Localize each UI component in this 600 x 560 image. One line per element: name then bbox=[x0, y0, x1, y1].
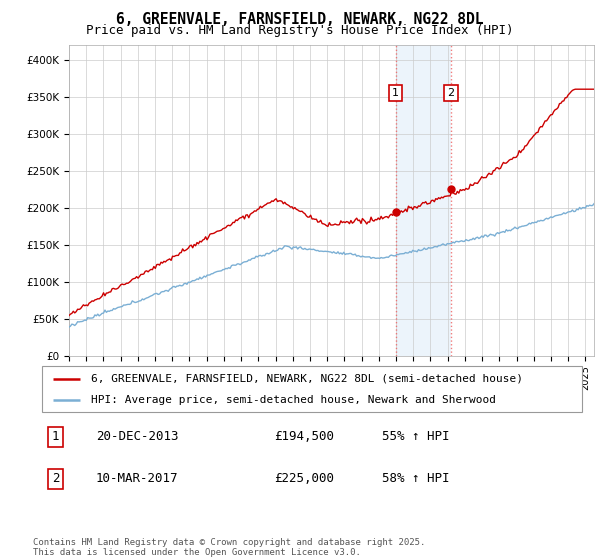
Text: 10-MAR-2017: 10-MAR-2017 bbox=[96, 473, 179, 486]
Text: 1: 1 bbox=[52, 430, 59, 443]
Text: HPI: Average price, semi-detached house, Newark and Sherwood: HPI: Average price, semi-detached house,… bbox=[91, 395, 496, 405]
Text: 6, GREENVALE, FARNSFIELD, NEWARK, NG22 8DL (semi-detached house): 6, GREENVALE, FARNSFIELD, NEWARK, NG22 8… bbox=[91, 374, 523, 384]
Text: 2: 2 bbox=[52, 473, 59, 486]
FancyBboxPatch shape bbox=[42, 366, 582, 412]
Text: 55% ↑ HPI: 55% ↑ HPI bbox=[382, 430, 450, 443]
Text: 2: 2 bbox=[448, 88, 455, 98]
Text: 20-DEC-2013: 20-DEC-2013 bbox=[96, 430, 179, 443]
Text: £225,000: £225,000 bbox=[274, 473, 334, 486]
Bar bbox=[395, 45, 451, 356]
Text: Contains HM Land Registry data © Crown copyright and database right 2025.
This d: Contains HM Land Registry data © Crown c… bbox=[33, 538, 425, 557]
Text: £194,500: £194,500 bbox=[274, 430, 334, 443]
Text: Price paid vs. HM Land Registry's House Price Index (HPI): Price paid vs. HM Land Registry's House … bbox=[86, 24, 514, 36]
Text: 1: 1 bbox=[392, 88, 399, 98]
Text: 58% ↑ HPI: 58% ↑ HPI bbox=[382, 473, 450, 486]
Text: 6, GREENVALE, FARNSFIELD, NEWARK, NG22 8DL: 6, GREENVALE, FARNSFIELD, NEWARK, NG22 8… bbox=[116, 12, 484, 27]
